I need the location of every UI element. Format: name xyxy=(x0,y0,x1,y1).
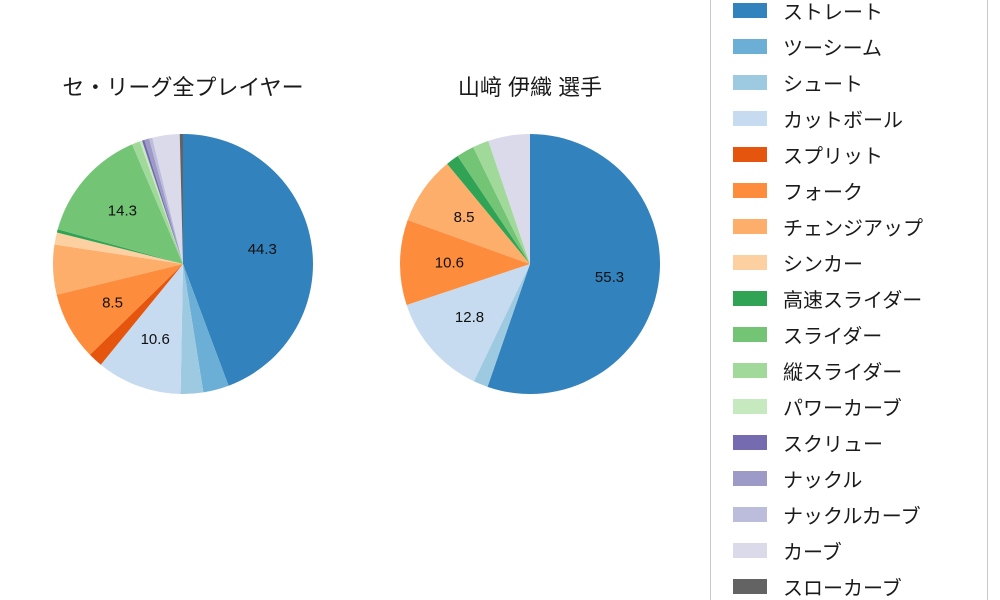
legend-color-swatch xyxy=(733,146,767,162)
pie-slice xyxy=(57,144,183,264)
legend-item: パワーカーブ xyxy=(733,395,987,420)
pie-slice xyxy=(179,134,183,264)
legend-item: スローカーブ xyxy=(733,575,987,600)
pie-slice-value-label: 14.3 xyxy=(108,202,137,219)
pie-slice xyxy=(487,134,660,395)
legend-item: スプリット xyxy=(733,143,987,168)
pie-slice xyxy=(400,219,530,305)
legend-item-label: 縦スライダー xyxy=(783,361,903,384)
pie-slice xyxy=(457,147,530,264)
legend-color-swatch xyxy=(733,506,767,522)
legend-item-label: スライダー xyxy=(783,325,883,348)
legend-item: シュート xyxy=(733,71,987,96)
legend-item: チェンジアップ xyxy=(733,215,987,240)
legend-color-swatch xyxy=(733,434,767,450)
legend-item: シンカー xyxy=(733,251,987,276)
pie-slice xyxy=(180,264,204,395)
chart-title-player: 山﨑 伊織 選手 xyxy=(457,75,603,100)
legend-item-label: シンカー xyxy=(783,253,863,276)
pie-slice xyxy=(406,264,530,382)
pie-slice xyxy=(152,134,183,264)
pie-slice-value-label: 12.8 xyxy=(455,309,484,326)
pie-slice xyxy=(89,264,183,365)
legend-item-label: スクリュー xyxy=(783,433,883,456)
legend-color-swatch xyxy=(733,74,767,90)
legend-color-swatch xyxy=(733,254,767,270)
legend-color-swatch xyxy=(733,362,767,378)
legend-item-label: 高速スライダー xyxy=(783,289,923,312)
legend-color-swatch xyxy=(733,182,767,198)
pie-slice-value-label: 55.3 xyxy=(595,269,624,286)
pie-slice xyxy=(473,140,530,264)
legend-item-label: カットボール xyxy=(783,109,903,132)
pie-slice-value-label: 10.6 xyxy=(141,331,170,348)
pie-slice xyxy=(183,134,313,386)
pie-slice xyxy=(54,232,184,264)
pie-slice xyxy=(473,264,530,387)
pie-slice xyxy=(149,137,183,264)
pie-slice xyxy=(139,140,183,264)
legend-item: カットボール xyxy=(733,107,987,132)
pie-slice xyxy=(488,134,530,264)
legend-color-swatch xyxy=(733,578,767,594)
pie-slice xyxy=(132,141,183,264)
legend-color-swatch xyxy=(733,398,767,414)
pie-slice-value-label: 8.5 xyxy=(454,209,475,226)
legend-item: ナックル xyxy=(733,467,987,492)
legend-item-label: スローカーブ xyxy=(783,577,902,600)
pie-slice-value-label: 44.3 xyxy=(248,241,277,258)
legend-item: ナックルカーブ xyxy=(733,503,987,528)
pie-slice xyxy=(53,244,183,295)
legend-item-label: ナックルカーブ xyxy=(783,505,921,528)
legend-item-label: スプリット xyxy=(783,145,883,168)
legend-item: ツーシーム xyxy=(733,35,987,60)
legend-item: 縦スライダー xyxy=(733,359,987,384)
legend: ストレートツーシームシュートカットボール スプリットフォークチェンジアップ シンカー… xyxy=(710,0,988,600)
pie-slice xyxy=(56,264,183,355)
legend-color-swatch xyxy=(733,2,767,18)
legend-item: スライダー xyxy=(733,323,987,348)
pie-slice xyxy=(100,264,183,394)
chart-title-league: セ・リーグ全プレイヤー xyxy=(62,75,304,100)
legend-color-swatch xyxy=(733,110,767,126)
legend-item-label: チェンジアップ xyxy=(783,217,923,240)
legend-item-label: フォーク xyxy=(783,181,863,204)
legend-color-swatch xyxy=(733,326,767,342)
legend-item-label: ナックル xyxy=(783,469,863,492)
legend-item: 高速スライダー xyxy=(733,287,987,312)
legend-item: カーブ xyxy=(733,539,987,564)
legend-item-label: カーブ xyxy=(783,541,842,564)
legend-item-label: ツーシーム xyxy=(783,37,882,60)
pie-slice xyxy=(447,156,530,264)
legend-color-swatch xyxy=(733,38,767,54)
legend-item: ストレート xyxy=(733,0,987,24)
legend-item: フォーク xyxy=(733,179,987,204)
legend-color-swatch xyxy=(733,290,767,306)
pie-slice xyxy=(407,163,530,264)
legend-item-label: シュート xyxy=(783,73,863,96)
legend-item-label: パワーカーブ xyxy=(783,397,902,420)
legend-color-swatch xyxy=(733,542,767,558)
legend-item-label: ストレート xyxy=(783,1,883,24)
legend-item: スクリュー xyxy=(733,431,987,456)
pie-slice xyxy=(142,139,183,264)
pie-slice xyxy=(183,264,229,393)
legend-color-swatch xyxy=(733,218,767,234)
legend-color-swatch xyxy=(733,470,767,486)
pie-slice xyxy=(56,229,183,264)
pie-slice-value-label: 10.6 xyxy=(435,255,464,272)
pie-slice xyxy=(144,138,183,264)
pie-slice-value-label: 8.5 xyxy=(102,295,123,312)
